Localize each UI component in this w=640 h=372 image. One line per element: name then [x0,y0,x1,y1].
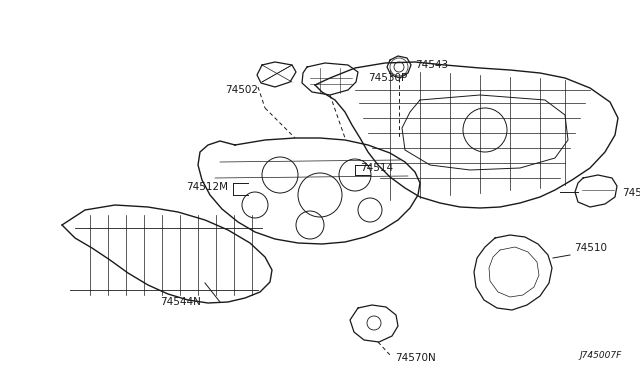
Text: 74510: 74510 [574,243,607,253]
Text: J745007F: J745007F [580,351,622,360]
Text: 74514: 74514 [360,163,393,173]
Text: 74544N: 74544N [160,297,201,307]
Text: 74543: 74543 [415,60,448,70]
Text: 74502: 74502 [225,85,258,95]
Text: 74512M: 74512M [186,182,228,192]
Text: 74530P: 74530P [368,73,407,83]
Text: 74570N: 74570N [395,353,436,363]
Text: 74531P: 74531P [622,188,640,198]
